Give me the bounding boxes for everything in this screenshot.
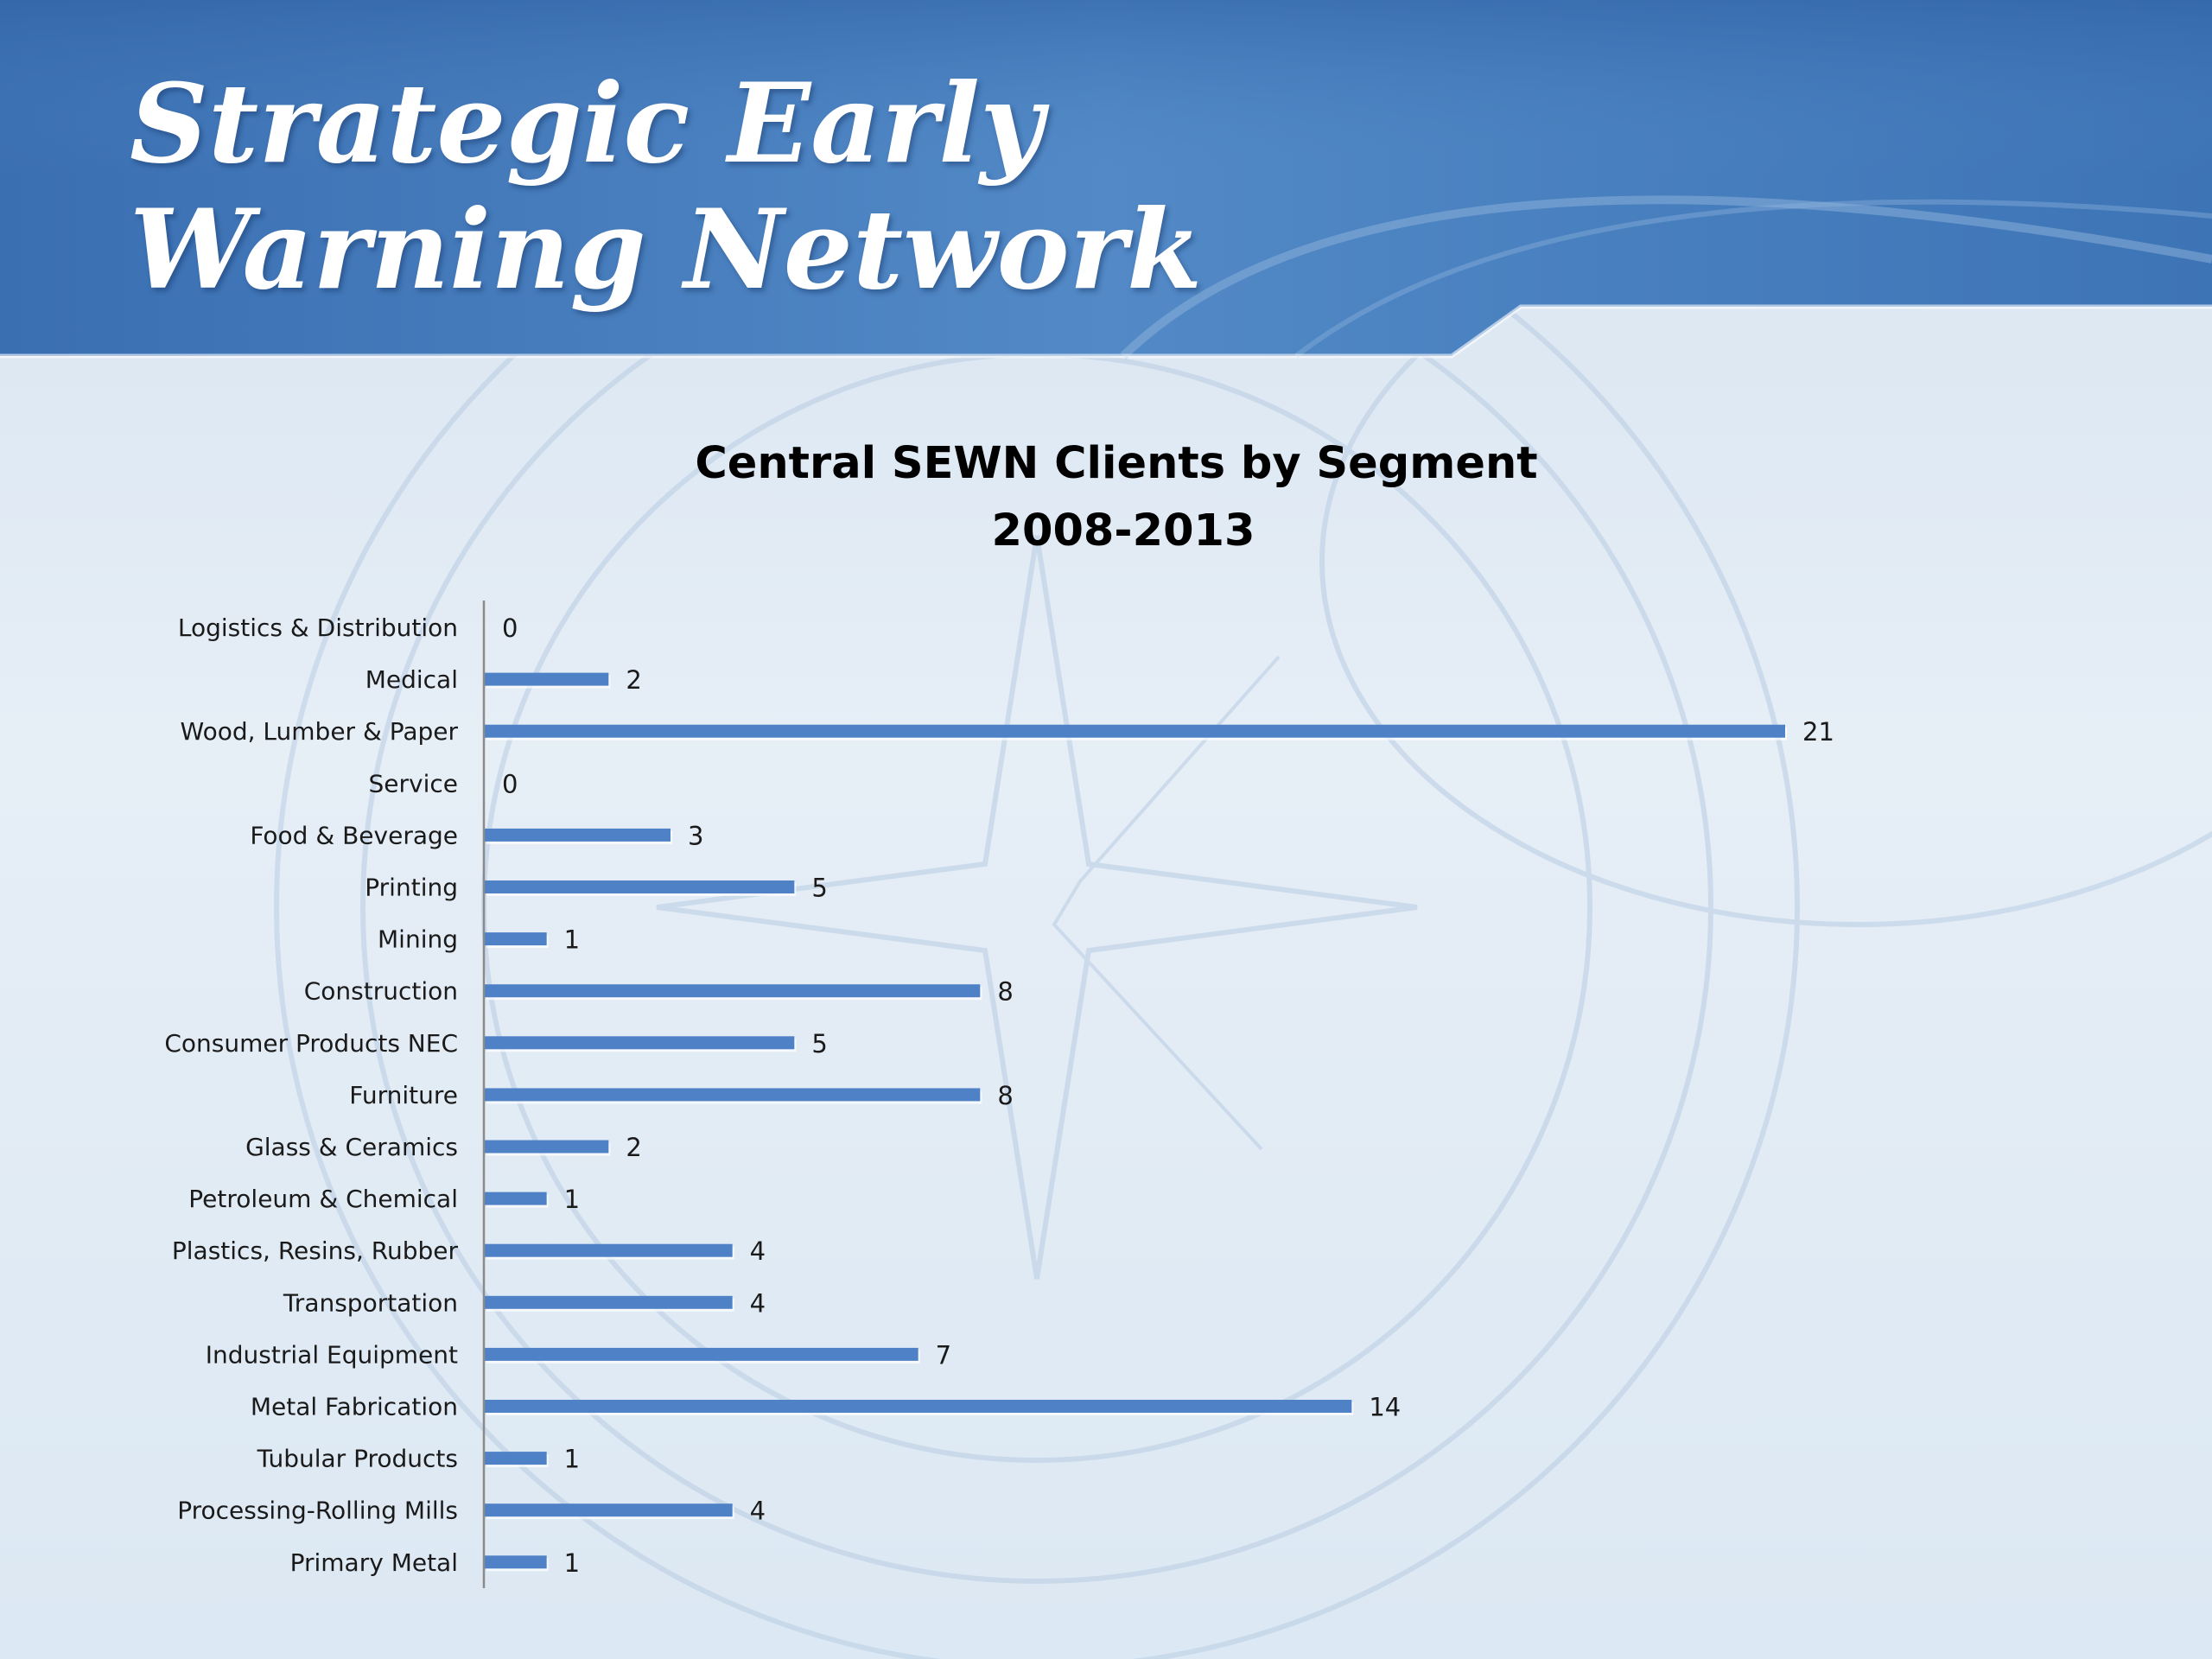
chart-title: Central SEWN Clients by Segment — [695, 438, 1537, 489]
bar — [485, 932, 547, 946]
category-label: Service — [369, 769, 458, 798]
data-label: 8 — [997, 1081, 1013, 1110]
bar — [485, 1347, 918, 1361]
category-label: Consumer Products NEC — [164, 1029, 458, 1058]
category-label: Medical — [365, 665, 458, 694]
category-label: Food & Beverage — [250, 821, 458, 849]
bar — [485, 1192, 547, 1205]
bar — [485, 724, 1785, 738]
category-label: Metal Fabrication — [251, 1393, 458, 1421]
category-label: Primary Metal — [290, 1548, 458, 1577]
data-label: 5 — [811, 1029, 827, 1058]
slide-title-line-1: Strategic Early — [130, 60, 1044, 188]
category-label: Logistics & Distribution — [178, 613, 458, 642]
chart-marks: Logistics & Distribution 0 Medical 2 Wood, L… — [164, 613, 1834, 1578]
bar — [485, 1088, 981, 1102]
data-label: 2 — [626, 665, 641, 695]
bar — [485, 880, 795, 893]
category-label: Glass & Ceramics — [245, 1133, 458, 1161]
category-label: Plastics, Resins, Rubber — [172, 1236, 459, 1265]
data-label: 5 — [811, 874, 827, 903]
bar — [485, 1555, 547, 1569]
data-label: 0 — [502, 613, 518, 643]
bar — [485, 1400, 1352, 1413]
category-label: Petroleum & Chemical — [188, 1185, 458, 1213]
category-label: Processing-Rolling Mills — [177, 1497, 458, 1525]
data-label: 1 — [564, 1445, 580, 1474]
data-label: 3 — [688, 821, 703, 850]
data-label: 1 — [564, 1548, 580, 1578]
bar — [485, 984, 981, 998]
slide-title: Strategic Early Warning Network — [130, 60, 1202, 313]
bar — [485, 1243, 733, 1257]
chart-subtitle: 2008-2013 — [991, 505, 1255, 556]
data-label: 0 — [502, 769, 518, 798]
data-label: 21 — [1802, 717, 1834, 747]
bar — [485, 1295, 733, 1309]
bar — [485, 1503, 733, 1517]
category-label: Industrial Equipment — [206, 1340, 458, 1369]
data-label: 7 — [936, 1340, 951, 1370]
data-label: 14 — [1369, 1393, 1401, 1422]
bar — [485, 1140, 609, 1154]
data-label: 2 — [626, 1133, 641, 1162]
category-label: Wood, Lumber & Paper — [181, 717, 459, 746]
data-label: 8 — [997, 977, 1013, 1007]
bar — [485, 828, 671, 842]
data-label: 4 — [750, 1236, 766, 1266]
bar — [485, 672, 609, 686]
slide-title-line-2: Warning Network — [130, 186, 1203, 314]
category-label: Transportation — [283, 1288, 458, 1317]
data-label: 4 — [750, 1497, 766, 1526]
bar — [485, 1452, 547, 1465]
data-label: 1 — [564, 925, 580, 955]
category-label: Construction — [304, 977, 458, 1006]
data-label: 1 — [564, 1185, 580, 1214]
category-label: Printing — [365, 874, 458, 902]
category-label: Furniture — [349, 1081, 458, 1109]
bar — [485, 1036, 795, 1050]
category-label: Mining — [378, 925, 458, 954]
data-label: 4 — [750, 1288, 766, 1318]
category-label: Tubular Products — [257, 1445, 458, 1473]
